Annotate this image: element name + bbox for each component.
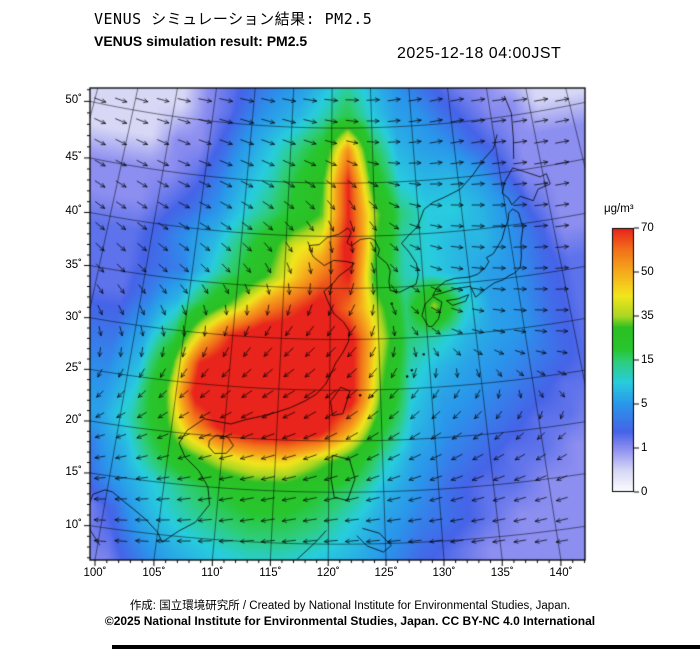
lat-tick-label: 35˚ <box>65 258 82 271</box>
title-english: VENUS simulation result: PM2.5 <box>94 33 308 49</box>
lat-tick-label: 25˚ <box>65 362 82 375</box>
colorbar-tick-label: 5 <box>641 398 648 410</box>
lon-tick-label: 100˚ <box>83 567 107 579</box>
colorbar-tick-label: 50 <box>641 266 654 278</box>
lat-tick-label: 50˚ <box>65 94 82 107</box>
colorbar-tick-label: 1 <box>641 442 648 454</box>
colorbar-tick-label: 70 <box>641 222 654 234</box>
lon-tick-label: 125˚ <box>374 567 398 579</box>
colorbar-canvas <box>610 226 646 496</box>
lon-tick-label: 120˚ <box>316 567 340 579</box>
lon-tick-label: 130˚ <box>432 567 456 579</box>
lon-tick-label: 105˚ <box>142 567 166 579</box>
colorbar-unit-label: μg/m³ <box>604 203 634 215</box>
lon-tick-label: 135˚ <box>490 567 514 579</box>
title-japanese: VENUS シミュレーション結果: PM2.5 <box>94 10 373 28</box>
colorbar-tick-label: 35 <box>641 310 654 322</box>
lon-tick-label: 110˚ <box>201 567 224 579</box>
lat-tick-label: 30˚ <box>65 310 82 323</box>
lat-tick-label: 10˚ <box>65 518 82 531</box>
bottom-rule <box>112 645 700 649</box>
lat-tick-label: 40˚ <box>65 205 82 218</box>
attribution-line-2: ©2025 National Institute for Environment… <box>104 614 596 628</box>
attribution-line-1: 作成: 国立環境研究所 / Created by National Instit… <box>129 600 571 612</box>
lat-tick-label: 20˚ <box>65 413 82 426</box>
colorbar-tick-label: 0 <box>641 486 648 498</box>
datetime-label: 2025-12-18 04:00JST <box>397 45 562 62</box>
lat-tick-label: 45˚ <box>65 150 82 163</box>
lon-tick-label: 140˚ <box>549 567 573 579</box>
lat-tick-label: 15˚ <box>65 465 82 478</box>
colorbar-tick-label: 15 <box>641 354 654 366</box>
lon-tick-label: 115˚ <box>259 567 282 579</box>
